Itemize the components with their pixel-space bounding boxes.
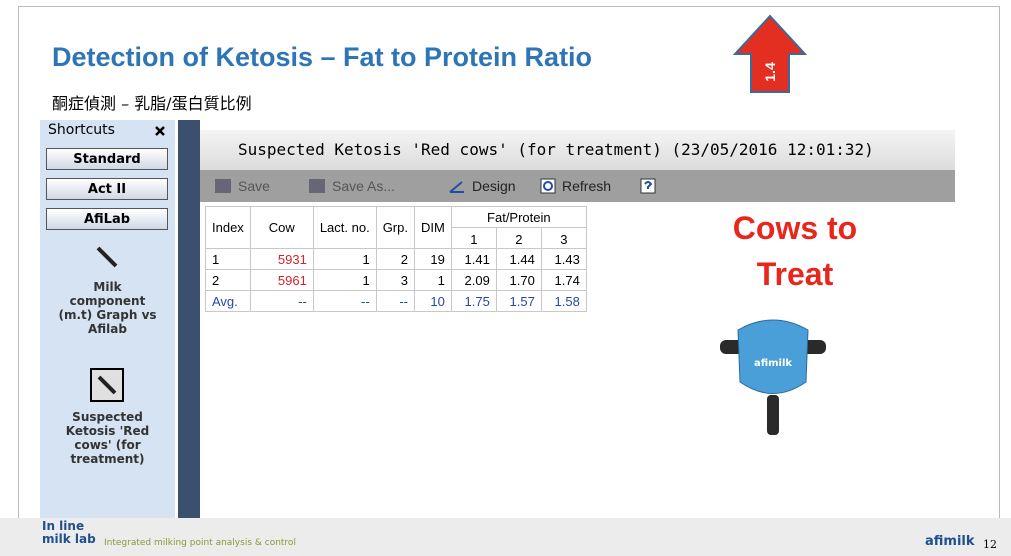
- sidebar-header: Shortcuts: [48, 122, 115, 138]
- column-header: Grp.: [376, 207, 414, 249]
- column-header: Lact. no.: [313, 207, 376, 249]
- toolbar-button[interactable]: Save As...: [332, 170, 395, 202]
- device: afimilk: [718, 310, 828, 440]
- column-header: Cow: [250, 207, 313, 249]
- table-cell: 1: [414, 270, 451, 291]
- item-icon: [90, 368, 124, 402]
- table-cell: 5961: [250, 270, 313, 291]
- callout-line: Treat: [700, 251, 890, 297]
- table-cell: 1.43: [541, 249, 586, 270]
- refresh-icon: [540, 178, 556, 194]
- shortcut-item[interactable]: Milk component (m.t) Graph vs Afilab: [40, 280, 175, 336]
- column-header: DIM: [414, 207, 451, 249]
- design-icon: [448, 178, 466, 194]
- item-icon: [92, 242, 122, 272]
- arrow-label: 1.4: [762, 62, 778, 82]
- slide: Detection of Ketosis – Fat to Protein Ra…: [0, 0, 1011, 556]
- device-label: afimilk: [754, 358, 792, 369]
- column-header: 1: [451, 228, 496, 249]
- report-window: Suspected Ketosis 'Red cows' (for treatm…: [200, 130, 955, 520]
- table-cell: 1: [313, 249, 376, 270]
- table-cell: --: [313, 291, 376, 312]
- table-cell: 1.44: [496, 249, 541, 270]
- table-cell: 5931: [250, 249, 313, 270]
- toolbar-button[interactable]: Save: [238, 170, 270, 202]
- saveas-icon: [308, 178, 326, 194]
- table-cell: 1.58: [541, 291, 586, 312]
- table-cell: 3: [376, 270, 414, 291]
- shortcut-item[interactable]: Suspected Ketosis 'Red cows' (for treatm…: [40, 410, 175, 466]
- toolbar-button[interactable]: Design: [472, 170, 516, 202]
- callout: Cows to Treat: [700, 205, 890, 297]
- column-header: 3: [541, 228, 586, 249]
- table-cell: 1: [206, 249, 251, 270]
- table-cell: 1.75: [451, 291, 496, 312]
- shortcut-button[interactable]: Standard: [46, 148, 168, 170]
- arrow: 1.4: [733, 14, 807, 94]
- logo-text: milk lab: [42, 533, 96, 546]
- window-title: Suspected Ketosis 'Red cows' (for treatm…: [200, 130, 955, 170]
- brand: afimilk: [925, 534, 975, 549]
- page-number: 12: [983, 538, 997, 551]
- table-cell: 2: [206, 270, 251, 291]
- close-icon[interactable]: [154, 125, 166, 137]
- table-cell: --: [250, 291, 313, 312]
- group-header: Fat/Protein: [451, 207, 586, 228]
- shortcut-button[interactable]: Act II: [46, 178, 168, 200]
- subtitle: 酮症偵測 – 乳脂/蛋白質比例: [52, 90, 252, 114]
- shortcut-button[interactable]: AfiLab: [46, 208, 168, 230]
- sidebar: Shortcuts Standard Act II AfiLab Milk co…: [40, 120, 175, 520]
- table-cell: 1.57: [496, 291, 541, 312]
- table-cell: 1: [313, 270, 376, 291]
- slide-title: Detection of Ketosis – Fat to Protein Ra…: [52, 42, 592, 73]
- table-cell: 10: [414, 291, 451, 312]
- toolbar: Save Save As... Design Refresh: [200, 170, 955, 202]
- table-cell: Avg.: [206, 291, 251, 312]
- tagline: Integrated milking point analysis & cont…: [104, 538, 296, 548]
- table-cell: 2: [376, 249, 414, 270]
- table-cell: 19: [414, 249, 451, 270]
- save-icon: [214, 178, 232, 194]
- table-cell: 1.70: [496, 270, 541, 291]
- footer: In line milk lab Integrated milking poin…: [0, 518, 1011, 556]
- table-cell: 1.74: [541, 270, 586, 291]
- callout-line: Cows to: [700, 205, 890, 251]
- splitter: [178, 120, 200, 520]
- help-icon[interactable]: [640, 178, 656, 194]
- column-header: Index: [206, 207, 251, 249]
- table-cell: 1.41: [451, 249, 496, 270]
- column-header: 2: [496, 228, 541, 249]
- table-cell: --: [376, 291, 414, 312]
- table-cell: 2.09: [451, 270, 496, 291]
- toolbar-button[interactable]: Refresh: [562, 170, 611, 202]
